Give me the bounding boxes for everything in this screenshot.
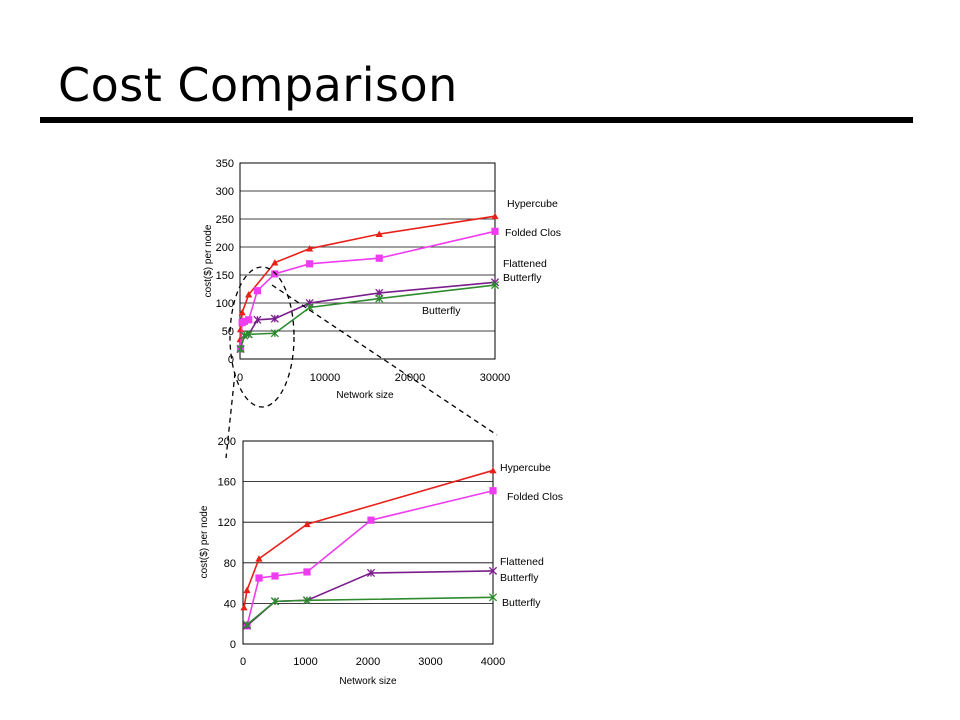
series-label-flattened-butterfly: Butterfly	[500, 572, 539, 584]
y-tick-label: 200	[216, 242, 234, 254]
plot-area	[239, 162, 496, 360]
series-label-folded-clos: Folded Clos	[507, 491, 563, 503]
point-hypercube	[489, 466, 497, 474]
series-group	[240, 466, 498, 630]
y-tick-label: 50	[222, 326, 234, 338]
point-butterfly	[242, 620, 252, 629]
x-tick-label: 0	[237, 372, 243, 384]
title-underline	[40, 117, 913, 123]
x-tick-label: 3000	[418, 656, 442, 668]
point-folded-clos	[367, 516, 375, 524]
chart-zoomed: 0 40 80 120 160 200 0 1000 2000 3000 4000 Network…	[199, 436, 563, 687]
plot-area	[242, 440, 494, 645]
y-axis-label: cost($) per node	[203, 224, 214, 297]
point-folded-clos	[306, 260, 314, 268]
series-label-butterfly: Butterfly	[422, 305, 461, 317]
point-folded-clos	[489, 487, 497, 495]
series-label-folded-clos: Folded Clos	[505, 227, 561, 239]
zoom-connector-right	[271, 284, 498, 436]
point-hypercube	[245, 291, 253, 298]
series-line-butterfly	[246, 596, 494, 626]
point-flattened-butterfly	[270, 314, 279, 323]
series-label-flattened-butterfly: Flattened	[500, 556, 544, 568]
point-hypercube	[240, 603, 248, 611]
y-tick-label: 0	[230, 639, 236, 651]
x-tick-label: 2000	[356, 656, 380, 668]
gridlines	[240, 190, 495, 332]
x-tick-label: 4000	[481, 656, 505, 668]
x-tick-labels: 0 10000 20000 30000	[237, 372, 510, 384]
chart-overview: 0 50 100 150 200 250 300 350 0 10000 20000 30000 N…	[203, 158, 561, 401]
x-tick-label: 20000	[395, 372, 426, 384]
y-tick-label: 160	[218, 477, 236, 489]
point-butterfly	[375, 294, 384, 303]
point-hypercube	[271, 259, 279, 266]
y-tick-label: 200	[218, 436, 236, 448]
point-butterfly	[490, 281, 500, 290]
slide-title: Cost Comparison	[58, 58, 458, 112]
point-butterfly	[302, 596, 312, 605]
zoom-ellipse	[229, 266, 295, 408]
series-labels: Hypercube Folded Clos Flattened Butterfly Bu…	[500, 462, 563, 609]
point-folded-clos	[303, 568, 311, 576]
point-hypercube	[255, 555, 263, 562]
y-tick-label: 120	[218, 517, 236, 529]
y-tick-label: 100	[216, 298, 234, 310]
point-flattened-butterfly	[366, 568, 376, 578]
point-folded-clos	[271, 572, 279, 580]
point-folded-clos	[240, 317, 248, 326]
point-butterfly	[270, 329, 279, 338]
point-hypercube	[491, 212, 499, 220]
y-tick-label: 150	[216, 270, 234, 282]
y-tick-label: 300	[216, 186, 234, 198]
x-tick-label: 30000	[480, 372, 511, 384]
series-label-flattened-butterfly: Flattened	[503, 258, 547, 270]
series-label-flattened-butterfly: Butterfly	[503, 272, 542, 284]
x-axis-label: Network size	[339, 676, 397, 687]
point-hypercube	[238, 308, 246, 316]
point-folded-clos	[245, 316, 253, 324]
point-folded-clos	[491, 227, 499, 235]
x-tick-label: 10000	[310, 372, 341, 384]
series-group	[236, 212, 500, 353]
point-flattened-butterfly	[488, 566, 498, 575]
series-label-hypercube: Hypercube	[500, 462, 551, 474]
point-hypercube	[375, 230, 383, 237]
point-butterfly	[270, 597, 280, 606]
y-tick-label: 80	[224, 558, 236, 570]
series-line-folded-clos	[246, 489, 494, 626]
y-axis-label: cost($) per node	[199, 505, 210, 578]
series-labels: Hypercube Folded Clos Flattened Butterfly Bu…	[422, 198, 561, 317]
y-tick-label: 250	[216, 214, 234, 226]
zoom-indicator	[225, 266, 498, 459]
point-butterfly	[244, 330, 253, 339]
point-folded-clos	[255, 574, 263, 582]
series-label-butterfly: Butterfly	[502, 597, 541, 609]
point-butterfly	[488, 593, 498, 602]
point-folded-clos	[375, 254, 383, 262]
point-flattened-butterfly	[253, 315, 262, 324]
point-hypercube	[303, 520, 311, 528]
series-label-hypercube: Hypercube	[507, 198, 558, 210]
point-hypercube	[306, 245, 314, 252]
y-tick-labels: 0 40 80 120 160 200	[218, 436, 236, 651]
point-hypercube	[243, 586, 251, 594]
y-tick-label: 350	[216, 158, 234, 170]
point-hypercube	[236, 335, 244, 343]
x-tick-labels: 0 1000 2000 3000 4000	[240, 656, 505, 668]
x-tick-label: 0	[240, 656, 246, 668]
point-folded-clos	[253, 287, 262, 295]
y-tick-labels: 0 50 100 150 200 250 300 350	[216, 158, 234, 366]
point-butterfly	[236, 344, 245, 353]
y-tick-label: 0	[228, 354, 234, 366]
x-axis-label: Network size	[336, 390, 394, 401]
y-tick-label: 40	[224, 598, 236, 610]
point-folded-clos	[271, 270, 279, 278]
x-tick-label: 1000	[293, 656, 317, 668]
